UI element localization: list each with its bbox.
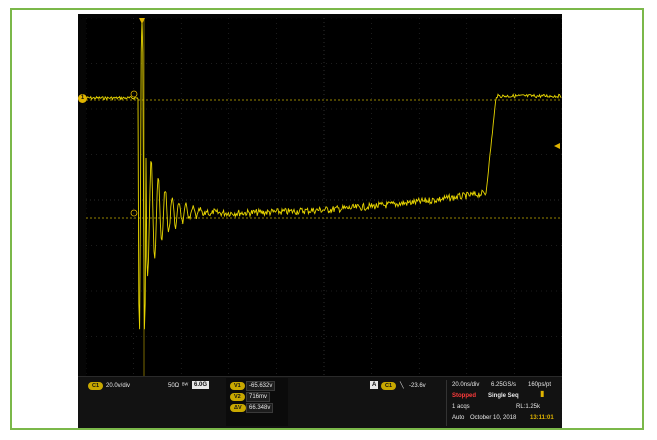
trigger-position-marker[interactable]	[139, 18, 145, 24]
acquisition-date: October 10, 2018	[470, 415, 517, 421]
trigger-level: -23.6v	[409, 383, 426, 389]
sequence-mode[interactable]: Single Seq	[488, 393, 519, 399]
waveform-screen[interactable]	[86, 18, 562, 382]
waveform-trace-line	[86, 18, 562, 330]
acquisition-time: 13:11:01	[530, 415, 554, 421]
acquisition-state[interactable]: Stopped	[452, 393, 476, 399]
cursor-v1-value: -65.632v	[246, 381, 276, 391]
waveform-plot	[86, 18, 562, 382]
cursor-delta-badge[interactable]: ΔV	[230, 404, 246, 412]
trigger-mode-badge[interactable]: A	[370, 381, 379, 389]
acquisition-count: 1 acqs	[452, 404, 470, 410]
bandwidth-value: 6.0G	[192, 381, 210, 389]
channel-1-trace	[86, 18, 562, 330]
cursor-b-marker[interactable]	[130, 209, 138, 217]
cursor-v2-value: 716mv	[246, 392, 271, 402]
record-length: RL:1.25k	[516, 404, 541, 410]
sample-rate: 6.25GS/s	[491, 382, 517, 388]
cursor-delta-value: 66.348v	[246, 403, 274, 413]
channel-1-badge[interactable]: C1	[88, 382, 104, 390]
single-seq-indicator-icon: ▮	[540, 389, 545, 398]
trigger-source-badge[interactable]: C1	[381, 382, 397, 390]
status-bar: C1 20.0v/div 50Ω ᴮᵂ 6.0G V1 -65.632v V2 …	[78, 376, 562, 428]
cursor-v1-badge[interactable]: V1	[230, 382, 245, 390]
cursor-a-marker[interactable]	[130, 90, 138, 98]
panel-divider	[446, 380, 447, 426]
channel-impedance: 50Ω	[168, 383, 180, 389]
falling-edge-icon: ╲	[400, 383, 404, 389]
timebase[interactable]: 20.0ns/div	[452, 382, 480, 388]
bandwidth-icon: ᴮᵂ	[182, 383, 189, 389]
cursor-v2-badge[interactable]: V2	[230, 393, 245, 401]
resolution: 160ps/pt	[528, 382, 552, 388]
oscilloscope-display: 1 C1 20.0v/div 50Ω ᴮᵂ 6.0G V1 -65.632v V…	[78, 14, 562, 428]
trigger-level-arrow[interactable]	[554, 143, 560, 149]
graticule	[86, 18, 562, 382]
channel-1-ground-marker[interactable]: 1	[78, 94, 87, 103]
channel-scale: 20.0v/div	[106, 383, 131, 389]
trigger-run-mode[interactable]: Auto	[452, 415, 465, 421]
